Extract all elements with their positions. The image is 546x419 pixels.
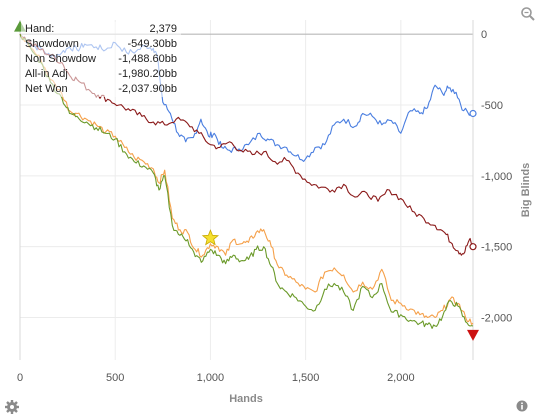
y-axis-label: Big Blinds <box>520 163 532 217</box>
x-tick-label: 500 <box>106 372 124 384</box>
stats-value: -2,037.90bb <box>118 83 177 95</box>
y-tick-label: 0 <box>481 29 487 41</box>
y-tick-label: -1,500 <box>481 242 512 254</box>
stats-row-showdown: Showdown -549.30bb <box>21 37 181 52</box>
end-marker <box>467 329 479 341</box>
stats-row-hand: Hand: 2,379 <box>21 22 181 37</box>
stats-label: Non Showdow <box>25 53 96 65</box>
series-line-3 <box>19 33 474 329</box>
x-tick-label: 2,000 <box>387 372 415 384</box>
series-markers <box>14 20 479 341</box>
magnifier-icon[interactable] <box>520 6 536 22</box>
y-tick-label: -500 <box>481 100 503 112</box>
x-tick-label: 1,000 <box>197 372 225 384</box>
x-axis-label: Hands <box>229 393 263 405</box>
x-tick-label: 1,500 <box>292 372 320 384</box>
y-tick-label: -2,000 <box>481 313 512 325</box>
y-tick-label: -1,000 <box>481 171 512 183</box>
stats-label: Net Won <box>25 83 68 95</box>
y-axis-ticks: 0 -500 -1,000 -1,500 -2,000 <box>481 29 512 324</box>
stats-value: -1,488.60bb <box>118 53 177 65</box>
stats-panel: Hand: 2,379 Showdown -549.30bb Non Showd… <box>21 22 181 97</box>
stats-value: -549.30bb <box>127 38 177 50</box>
stats-label: All-in Adj <box>25 68 68 80</box>
stats-value: -1,980.20bb <box>118 68 177 80</box>
end-circle-red <box>469 243 477 251</box>
stats-row-allin-adj: All-in Adj -1,980.20bb <box>21 67 181 82</box>
info-icon[interactable] <box>516 400 528 412</box>
end-circle-blue <box>469 109 477 118</box>
highlight-star <box>201 229 220 246</box>
stats-row-non-showdown: Non Showdow -1,488.60bb <box>21 52 181 67</box>
x-tick-label: 0 <box>17 372 23 384</box>
stats-label: Showdown <box>25 38 79 50</box>
x-axis-ticks: 0 500 1,000 1,500 2,000 <box>17 372 415 384</box>
stats-value: 2,379 <box>149 23 177 35</box>
stats-label: Hand: <box>25 23 55 35</box>
gear-icon[interactable] <box>4 399 20 415</box>
stats-row-net-won: Net Won -2,037.90bb <box>21 82 181 97</box>
